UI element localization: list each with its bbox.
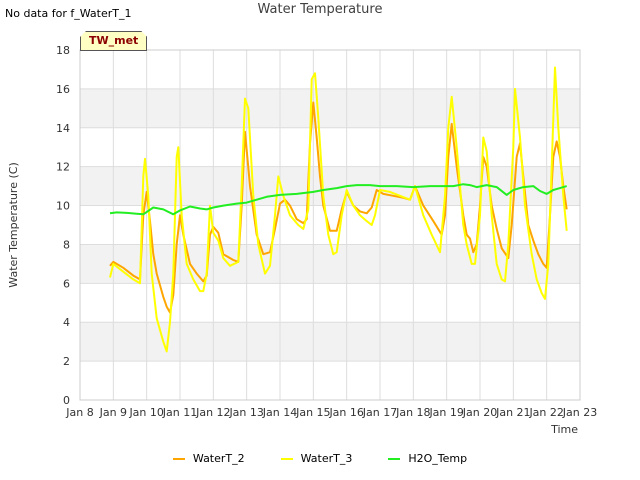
series-line-H2O_Temp bbox=[109, 183, 567, 216]
x-axis-label: Time bbox=[550, 423, 578, 436]
series-line-WaterT_2 bbox=[109, 101, 568, 314]
band bbox=[80, 50, 580, 89]
x-tick-label: Jan 22 bbox=[528, 406, 563, 419]
x-tick-label: Jan 18 bbox=[395, 406, 430, 419]
y-tick-label: 0 bbox=[63, 394, 70, 407]
x-tick-label: Jan 15 bbox=[295, 406, 330, 419]
x-tick-label: Jan 11 bbox=[162, 406, 197, 419]
plot-area bbox=[79, 49, 581, 401]
band bbox=[80, 283, 580, 323]
series-lines bbox=[109, 66, 568, 353]
no-data-notice: No data for f_WaterT_1 bbox=[5, 7, 132, 20]
x-tick-label: Jan 19 bbox=[428, 406, 463, 419]
x-tick-label: Jan 9 bbox=[99, 406, 127, 419]
y-axis-label: Water Temperature (C) bbox=[7, 162, 20, 287]
x-tick-label: Jan 10 bbox=[128, 406, 163, 419]
legend-item: WaterT_3 bbox=[280, 452, 353, 465]
x-tick-label: Jan 16 bbox=[328, 406, 363, 419]
y-tick-label: 8 bbox=[63, 238, 70, 251]
legend-swatch bbox=[280, 457, 293, 460]
y-tick-label: 12 bbox=[56, 161, 70, 174]
legend-swatch bbox=[388, 457, 401, 460]
y-tick-label: 4 bbox=[63, 316, 70, 329]
legend-swatch bbox=[172, 457, 185, 460]
y-tick-label: 6 bbox=[63, 277, 70, 290]
y-tick-label: 16 bbox=[56, 83, 70, 96]
legend-label: WaterT_3 bbox=[300, 452, 353, 465]
band bbox=[80, 361, 580, 400]
band bbox=[80, 127, 580, 167]
y-tick-label: 10 bbox=[56, 200, 70, 213]
y-tick-label: 2 bbox=[63, 355, 70, 368]
x-tick-label: Jan 14 bbox=[262, 406, 297, 419]
band bbox=[80, 88, 580, 128]
x-tick-label: Jan 21 bbox=[495, 406, 530, 419]
legend-label: H2O_Temp bbox=[408, 452, 468, 465]
x-tick-label: Jan 20 bbox=[462, 406, 497, 419]
band bbox=[80, 322, 580, 362]
x-tick-label: Jan 12 bbox=[195, 406, 230, 419]
x-tick-label: Jan 17 bbox=[362, 406, 397, 419]
y-tick-label: 14 bbox=[56, 122, 70, 135]
chart-title: Water Temperature bbox=[257, 2, 383, 17]
legend-item: H2O_Temp bbox=[388, 452, 467, 465]
x-tick-label: Jan 8 bbox=[65, 406, 93, 419]
site-badge: TW_met bbox=[80, 31, 147, 51]
x-tick-label: Jan 13 bbox=[228, 406, 263, 419]
legend-label: WaterT_2 bbox=[192, 452, 245, 465]
plot-background-bands bbox=[80, 50, 580, 400]
legend: WaterT_2 WaterT_3 H2O_Temp bbox=[0, 452, 640, 465]
x-tick-label: Jan 23 bbox=[562, 406, 597, 419]
band bbox=[80, 166, 580, 206]
legend-item: WaterT_2 bbox=[172, 452, 245, 465]
series-line-WaterT_3 bbox=[109, 66, 568, 353]
y-tick-label: 18 bbox=[56, 44, 70, 57]
y-axis-ticks: 0 2 4 6 8 10 12 14 16 18 bbox=[56, 44, 70, 407]
